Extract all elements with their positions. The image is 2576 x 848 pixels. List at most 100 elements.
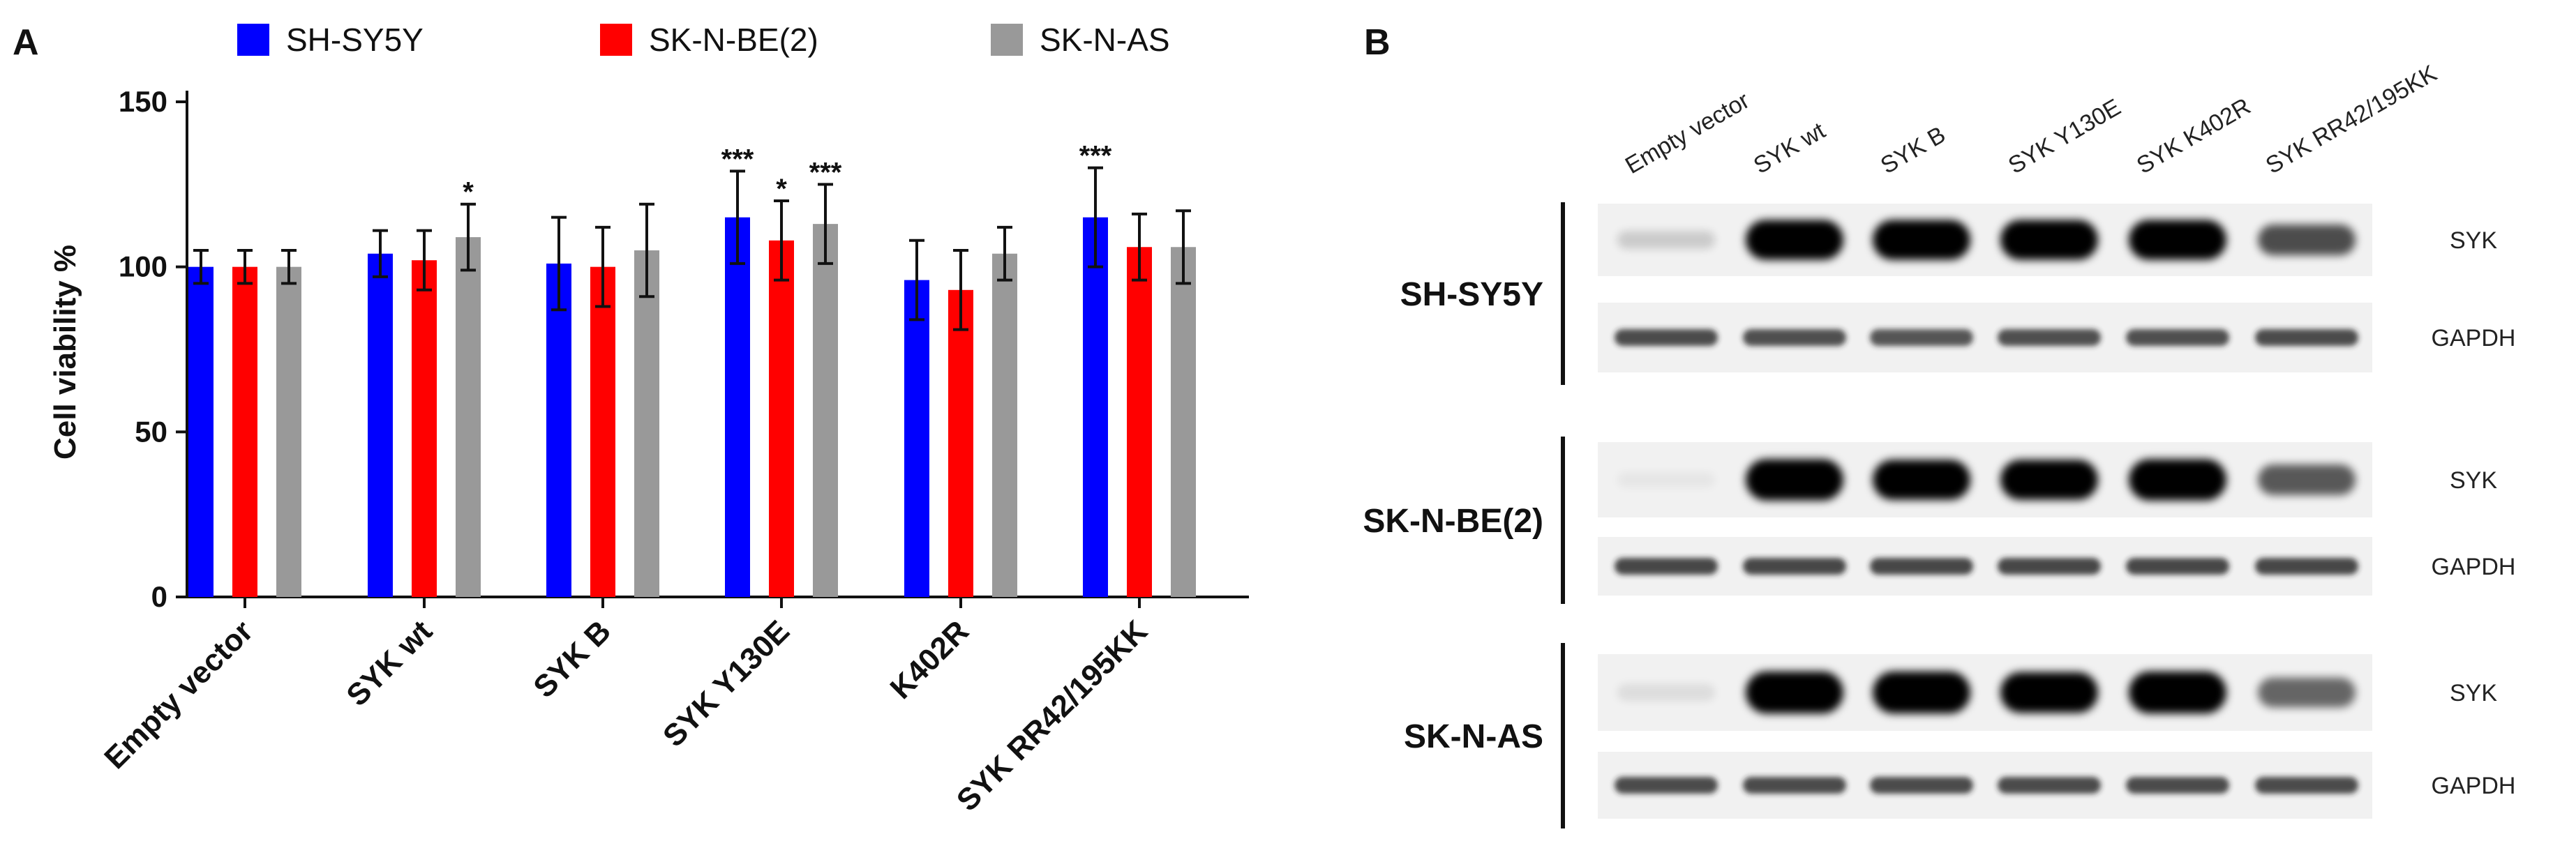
gapdh-blot-strip [1598,537,2372,596]
gapdh-band [2126,329,2229,346]
syk-band [1617,471,1715,488]
bar-sk-n-as-syk-b [634,250,659,597]
y-tick-label: 0 [151,580,167,613]
error-bar-sh-sy5y-syk-rr42-195kk [1088,166,1103,268]
bar-sk-n-as-syk-wt [456,237,481,598]
x-tick-label-syk-y130e: SYK Y130E [657,614,796,753]
gapdh-band [1870,329,1973,346]
error-bar-sk-n-as-k402r [997,225,1012,282]
syk-band [2000,460,2098,500]
syk-band [2258,224,2356,256]
bar-sh-sy5y-syk-y130e [725,217,750,598]
bar-sk-n-as-syk-y130e [813,224,838,598]
error-bar-sh-sy5y-syk-y130e [730,169,745,265]
syk-band [2129,459,2226,501]
cell-line-label: SK-N-BE(2) [1363,503,1543,540]
gapdh-band [1615,777,1718,794]
blot-block-sk-n-as: SK-N-AS SYK GAPDH [1404,643,2515,828]
gapdh-blot-strip [1598,752,2372,819]
error-bar-sh-sy5y-empty-vector [193,249,209,285]
significance-marks: *** ******** [463,141,1112,208]
gapdh-band [2126,558,2229,575]
bar-sk-n-be-2-k402r [948,289,973,597]
significance-mark: *** [721,144,754,174]
bar-sh-sy5y-empty-vector [188,266,214,597]
gapdh-band [2255,777,2358,794]
gapdh-band [1870,558,1973,575]
lane-label-empty-vector: Empty vector [1621,87,1754,179]
panel-a-letter: A [13,22,39,63]
x-tick-label-empty-vector: Empty vector [98,614,260,775]
legend-label-sk-n-as: SK-N-AS [1040,22,1170,58]
gapdh-band [1615,329,1718,346]
error-bar-sh-sy5y-syk-wt [373,229,388,278]
lane-label-syk-b: SYK B [1876,121,1950,179]
gapdh-band [2126,777,2229,794]
bar-sk-n-be-2-empty-vector [232,266,257,597]
gapdh-band [1743,329,1846,346]
blot-block-sk-n-be-2: SK-N-BE(2) SYK GAPDH [1363,437,2515,604]
chart-legend: SH-SY5Y SK-N-BE(2) SK-N-AS [237,22,1170,58]
y-axis-ticks: 0 50 100 150 [119,85,187,613]
legend-swatch-sk-n-as [991,24,1023,56]
lane-label-syk-y130e: SYK Y130E [2004,94,2125,179]
gapdh-band [2255,558,2358,575]
syk-band [2258,677,2356,708]
syk-band [2129,220,2226,260]
band-label-gapdh: GAPDH [2432,773,2516,799]
lane-label-syk-rr42-195kk: SYK RR42/195KK [2261,60,2441,179]
panel-a-bar-chart: A SH-SY5Y SK-N-BE(2) SK-N-AS Cell viabil… [13,22,1249,818]
gapdh-band [1615,558,1718,575]
bar-sh-sy5y-syk-wt [368,253,393,597]
error-bar-sk-n-be-2-syk-b [595,225,611,308]
syk-band [1873,671,1970,714]
bar-sk-n-as-empty-vector [276,266,301,597]
cell-line-label: SK-N-AS [1404,718,1543,755]
error-bar-sk-n-as-syk-rr42-195kk [1176,209,1191,285]
syk-blot-strip [1598,654,2372,731]
bar-sh-sy5y-syk-b [546,263,571,597]
error-bar-sk-n-be-2-empty-vector [237,249,253,285]
significance-mark: * [776,174,787,204]
gapdh-band [1998,329,2101,346]
bar-sk-n-be-2-syk-b [590,266,615,597]
error-bar-sk-n-as-empty-vector [281,249,297,285]
bar-sk-n-as-k402r [992,253,1017,597]
syk-band [1873,220,1970,260]
significance-mark: *** [1079,141,1112,172]
band-label-syk: SYK [2450,227,2497,254]
legend-swatch-sh-sy5y [237,24,269,56]
blot-blocks: SH-SY5YSYKGAPDHSK-N-BE(2)SYKGAPDHSK-N-AS… [1363,202,2515,828]
legend-label-sk-n-be2: SK-N-BE(2) [649,22,818,58]
gapdh-band [1998,777,2101,794]
error-bar-sk-n-be-2-k402r [953,249,968,331]
lane-label-syk-wt: SYK wt [1749,117,1830,179]
y-axis-title: Cell viability % [48,245,82,460]
y-tick-label: 100 [119,250,167,283]
x-tick-label-syk-b: SYK B [527,614,617,704]
x-tick-label-syk-wt: SYK wt [340,614,439,713]
error-bar-sh-sy5y-k402r [909,238,924,321]
syk-band [1746,671,1843,714]
x-tick-label-k402r: K402R [884,614,975,705]
x-axis-ticks: Empty vector SYK wt SYK B SYK Y130E K402RSYK… [98,597,1154,818]
bar-sh-sy5y-k402r [904,280,929,597]
error-bar-sk-n-be-2-syk-wt [417,229,432,292]
blot-block-sh-sy5y: SH-SY5Y SYK GAPDH [1400,202,2515,385]
significance-mark: *** [809,157,842,188]
syk-band [2000,672,2098,713]
gapdh-band [1870,777,1973,794]
syk-band [1617,683,1715,702]
syk-band [2258,464,2356,495]
syk-band [1746,220,1843,260]
gapdh-band [2255,329,2358,346]
error-bar-sk-n-as-syk-wt [460,202,476,272]
error-bar-sk-n-as-syk-y130e [818,183,833,265]
band-label-syk: SYK [2450,467,2497,494]
syk-band [1617,231,1715,249]
gapdh-band [1743,558,1846,575]
significance-mark: * [463,177,474,208]
y-tick-label: 50 [135,415,167,448]
